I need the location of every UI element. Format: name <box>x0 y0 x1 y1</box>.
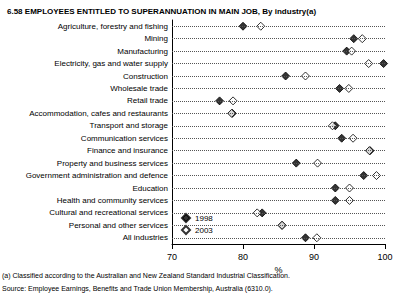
svg-text:Cultural and recreational serv: Cultural and recreational services <box>49 208 168 217</box>
svg-text:2003: 2003 <box>195 226 213 235</box>
svg-text:100: 100 <box>377 252 392 262</box>
svg-text:Electricity, gas and water sup: Electricity, gas and water supply <box>54 59 168 68</box>
svg-text:Property and business services: Property and business services <box>57 159 168 168</box>
svg-text:%: % <box>274 265 282 275</box>
svg-text:(a) Classified according to th: (a) Classified according to the Australi… <box>2 272 290 280</box>
svg-text:Personal and other services: Personal and other services <box>69 221 168 230</box>
svg-text:Source: Employee Earnings, Ben: Source: Employee Earnings, Benefits and … <box>2 285 273 293</box>
svg-text:Transport and storage: Transport and storage <box>90 121 169 130</box>
svg-text:6.58 EMPLOYEES ENTITLED TO SUP: 6.58 EMPLOYEES ENTITLED TO SUPERANNUATIO… <box>7 7 316 16</box>
svg-text:Education: Education <box>132 184 168 193</box>
svg-text:90: 90 <box>309 252 319 262</box>
svg-text:Communication services: Communication services <box>81 134 168 143</box>
svg-text:1998: 1998 <box>195 214 213 223</box>
svg-text:Construction: Construction <box>123 72 168 81</box>
svg-text:Mining: Mining <box>144 34 168 43</box>
svg-text:70: 70 <box>167 252 177 262</box>
svg-text:Health and community services: Health and community services <box>57 196 168 205</box>
svg-text:Agriculture, forestry and fish: Agriculture, forestry and fishing <box>58 22 168 31</box>
svg-text:All industries: All industries <box>123 233 168 242</box>
svg-text:Wholesale trade: Wholesale trade <box>110 84 168 93</box>
svg-text:Retail trade: Retail trade <box>127 96 168 105</box>
svg-text:Government administration and: Government administration and defence <box>26 171 169 180</box>
svg-text:80: 80 <box>238 252 248 262</box>
svg-text:Manufacturing: Manufacturing <box>117 47 168 56</box>
svg-text:Accommodation, cafes and resta: Accommodation, cafes and restaurants <box>29 109 168 118</box>
svg-text:Finance and insurance: Finance and insurance <box>87 146 168 155</box>
